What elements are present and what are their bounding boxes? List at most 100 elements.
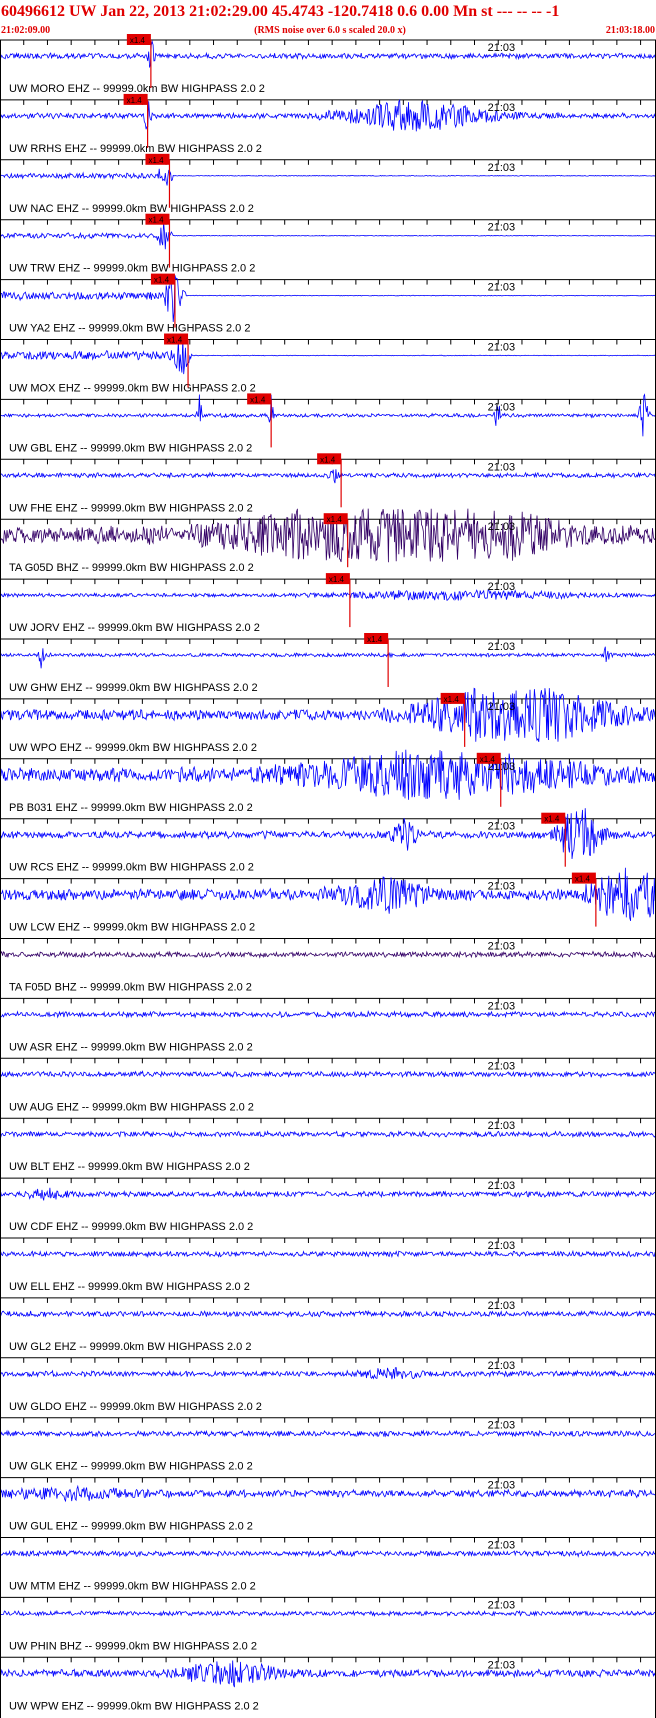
pick-label: x1.4 (575, 875, 591, 884)
pick-box (317, 453, 342, 465)
time-label: 21:03 (488, 42, 516, 54)
station-label: UW WPO EHZ -- 99999.0km BW HIGHPASS 2.0 … (9, 742, 257, 754)
waveform (0, 1609, 656, 1617)
end-time: 21:03:18.00 (606, 25, 655, 36)
pick-label: x1.4 (154, 276, 170, 285)
station-label: UW WPW EHZ -- 99999.0km BW HIGHPASS 2.0 … (9, 1700, 259, 1712)
pick-box (541, 812, 566, 824)
station-label: UW MOX EHZ -- 99999.0km BW HIGHPASS 2.0 … (9, 383, 256, 395)
pick-box (126, 34, 151, 45)
time-label: 21:03 (488, 641, 516, 653)
pick-box (476, 752, 501, 764)
pick-label: x1.4 (367, 635, 383, 644)
waveform (0, 1309, 656, 1318)
station-label: PB B031 EHZ -- 99999.0km BW HIGHPASS 2.0… (9, 802, 253, 814)
waveform (0, 1249, 656, 1259)
station-label: UW LCW EHZ -- 99999.0km BW HIGHPASS 2.0 … (9, 922, 255, 934)
waveform (0, 98, 656, 132)
station-label: UW MORO EHZ -- 99999.0km BW HIGHPASS 2.0… (9, 83, 265, 95)
station-label: UW ASR EHZ -- 99999.0km BW HIGHPASS 2.0 … (9, 1041, 253, 1053)
time-label: 21:03 (488, 881, 516, 893)
time-label: 21:03 (488, 461, 516, 473)
station-label: TA G05D BHZ -- 99999.0km BW HIGHPASS 2.0… (9, 562, 254, 574)
waveform (0, 1187, 656, 1201)
time-label: 21:03 (488, 941, 516, 953)
waveform (0, 1429, 656, 1438)
time-label: 21:03 (488, 1180, 516, 1192)
time-label: 21:03 (488, 1420, 516, 1432)
station-label: UW CDF EHZ -- 99999.0km BW HIGHPASS 2.0 … (9, 1221, 253, 1233)
time-label: 21:03 (488, 342, 516, 354)
pick-label: x1.4 (250, 395, 266, 404)
pick-box (571, 872, 596, 884)
event-title: 60496612 UW Jan 22, 2013 21:02:29.00 45.… (1, 3, 559, 20)
waveform (0, 335, 656, 375)
station-label: UW GHW EHZ -- 99999.0km BW HIGHPASS 2.0 … (9, 682, 258, 694)
station-label: UW NAC EHZ -- 99999.0km BW HIGHPASS 2.0 … (9, 203, 254, 215)
pick-label: x1.4 (320, 455, 336, 464)
station-label: UW GUL EHZ -- 99999.0km BW HIGHPASS 2.0 … (9, 1521, 253, 1533)
time-label: 21:03 (488, 1480, 516, 1492)
pick-label: x1.4 (127, 96, 143, 105)
station-label: UW MTM EHZ -- 99999.0km BW HIGHPASS 2.0 … (9, 1581, 256, 1593)
time-label: 21:03 (488, 401, 516, 413)
pick-box (145, 153, 170, 165)
pick-box (323, 513, 348, 525)
pick-box (145, 213, 170, 225)
station-label: UW PHIN BHZ -- 99999.0km BW HIGHPASS 2.0… (9, 1640, 257, 1652)
station-label: UW RCS EHZ -- 99999.0km BW HIGHPASS 2.0 … (9, 862, 254, 874)
waveform (0, 808, 656, 859)
pick-label: x1.4 (480, 755, 496, 764)
waveform (0, 589, 656, 601)
waveform (0, 168, 656, 186)
station-label: UW FHE EHZ -- 99999.0km BW HIGHPASS 2.0 … (9, 502, 253, 514)
waveform (0, 1484, 656, 1503)
time-label: 21:03 (488, 1300, 516, 1312)
pick-label: x1.4 (130, 36, 146, 45)
time-label: 21:03 (488, 1120, 516, 1132)
time-label: 21:03 (488, 282, 516, 294)
waveform (0, 221, 656, 250)
station-label: UW RRHS EHZ -- 99999.0km BW HIGHPASS 2.0… (9, 143, 262, 155)
station-label: UW BLT EHZ -- 99999.0km BW HIGHPASS 2.0 … (9, 1161, 250, 1173)
waveform (0, 1660, 656, 1688)
time-label: 21:03 (488, 581, 516, 593)
pick-box (150, 273, 175, 285)
waveform (0, 950, 656, 959)
time-label: 21:03 (488, 1060, 516, 1072)
time-label: 21:03 (488, 1659, 516, 1671)
scale-note: (RMS noise over 6.0 s scaled 20.0 x) (254, 25, 406, 36)
station-label: UW AUG EHZ -- 99999.0km BW HIGHPASS 2.0 … (9, 1101, 254, 1113)
time-label: 21:03 (488, 102, 516, 114)
waveform (0, 40, 656, 68)
waveform (0, 867, 656, 922)
time-label: 21:03 (488, 1360, 516, 1372)
time-label: 21:03 (488, 1240, 516, 1252)
pick-box (325, 573, 350, 585)
start-time: 21:02:09.00 (1, 25, 50, 36)
station-label: UW YA2 EHZ -- 99999.0km BW HIGHPASS 2.0 … (9, 323, 250, 335)
time-label: 21:03 (488, 1540, 516, 1552)
station-label: UW GLDO EHZ -- 99999.0km BW HIGHPASS 2.0… (9, 1401, 262, 1413)
pick-box (247, 393, 272, 405)
station-label: UW GBL EHZ -- 99999.0km BW HIGHPASS 2.0 … (9, 442, 252, 454)
waveform (0, 1070, 656, 1079)
pick-label: x1.4 (148, 156, 164, 165)
waveform (0, 1367, 656, 1380)
time-label: 21:03 (488, 521, 516, 533)
time-label: 21:03 (488, 1599, 516, 1611)
pick-label: x1.4 (167, 336, 183, 345)
time-label: 21:03 (488, 701, 516, 713)
station-label: UW GLK EHZ -- 99999.0km BW HIGHPASS 2.0 … (9, 1461, 253, 1473)
waveform (0, 687, 656, 743)
time-label: 21:03 (488, 1000, 516, 1012)
pick-label: x1.4 (148, 216, 164, 225)
waveform (0, 1549, 656, 1558)
station-label: UW JORV EHZ -- 99999.0km BW HIGHPASS 2.0… (9, 622, 260, 634)
waveform (0, 749, 656, 800)
waveform (0, 646, 656, 669)
waveform (0, 508, 656, 563)
waveform (0, 274, 656, 323)
waveform (0, 1010, 656, 1019)
